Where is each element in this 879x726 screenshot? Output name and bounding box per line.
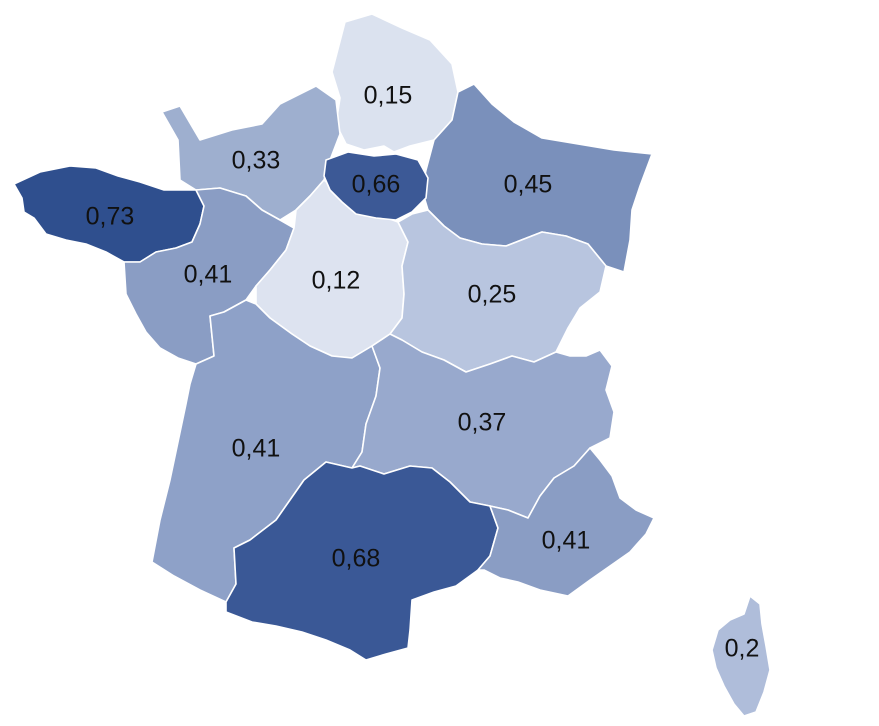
region-value-label: 0,68 (332, 545, 381, 573)
region-pays-de-la-loire: 0,41 (123, 187, 295, 365)
region-value-label: 0,15 (364, 82, 413, 110)
region-value-label: 0,12 (312, 267, 361, 295)
region-shape (711, 595, 771, 717)
region-value-label: 0,37 (458, 409, 507, 437)
region-provence-alpes-cote-d-azur: 0,41 (477, 447, 655, 597)
region-nouvelle-aquitaine: 0,41 (151, 299, 381, 603)
region-value-label: 0,41 (542, 527, 591, 555)
region-value-label: 0,41 (184, 261, 233, 289)
region-value-label: 0,25 (468, 281, 517, 309)
region-value-label: 0,41 (232, 435, 281, 463)
region-value-label: 0,33 (232, 147, 281, 175)
region-value-label: 0,45 (504, 171, 553, 199)
region-bourgogne-franche-comte: 0,25 (389, 209, 607, 373)
region-corse: 0,2 (711, 595, 771, 717)
region-value-label: 0,66 (352, 171, 401, 199)
region-shape (477, 447, 655, 597)
region-shape (323, 151, 429, 221)
region-bretagne: 0,73 (13, 165, 205, 263)
region-value-label: 0,73 (86, 203, 135, 231)
region-hauts-de-france: 0,15 (331, 13, 459, 153)
region-ile-de-france: 0,66 (323, 151, 429, 221)
region-value-label: 0,2 (725, 635, 760, 663)
region-shape (389, 209, 607, 373)
region-centre-val-de-loire: 0,12 (255, 179, 409, 359)
